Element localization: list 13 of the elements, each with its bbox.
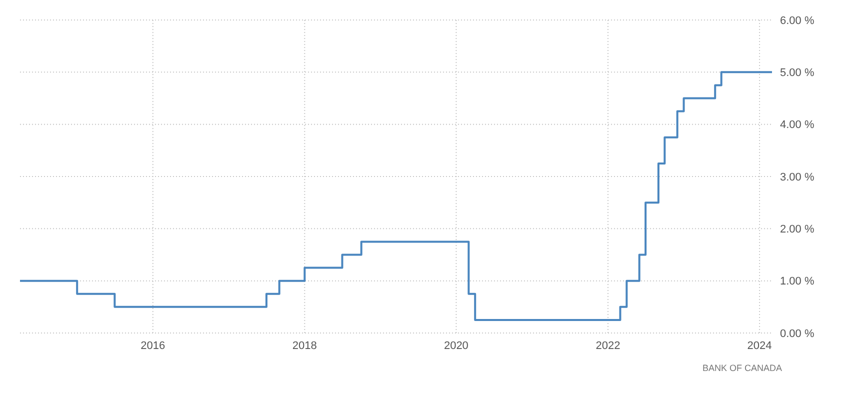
y-tick-label: 0.00 %: [780, 328, 814, 340]
x-tick-label: 2024: [747, 340, 772, 352]
text: BANK OF CANADA: [702, 363, 782, 373]
y-tick-label: 6.00 %: [780, 14, 814, 27]
x-tick-label: 2018: [292, 340, 317, 352]
y-tick-label: 4.00 %: [780, 119, 814, 132]
x-tick-label: 2020: [444, 340, 468, 352]
y-tick-label: 5.00 %: [780, 67, 814, 80]
x-tick-label: 2016: [140, 340, 166, 352]
y-tick-label: 2.00 %: [780, 224, 814, 236]
y-tick-label: 1.00 %: [780, 276, 814, 288]
y-tick-label: 3.00 %: [780, 171, 814, 184]
x-tick-label: 2022: [596, 340, 620, 352]
